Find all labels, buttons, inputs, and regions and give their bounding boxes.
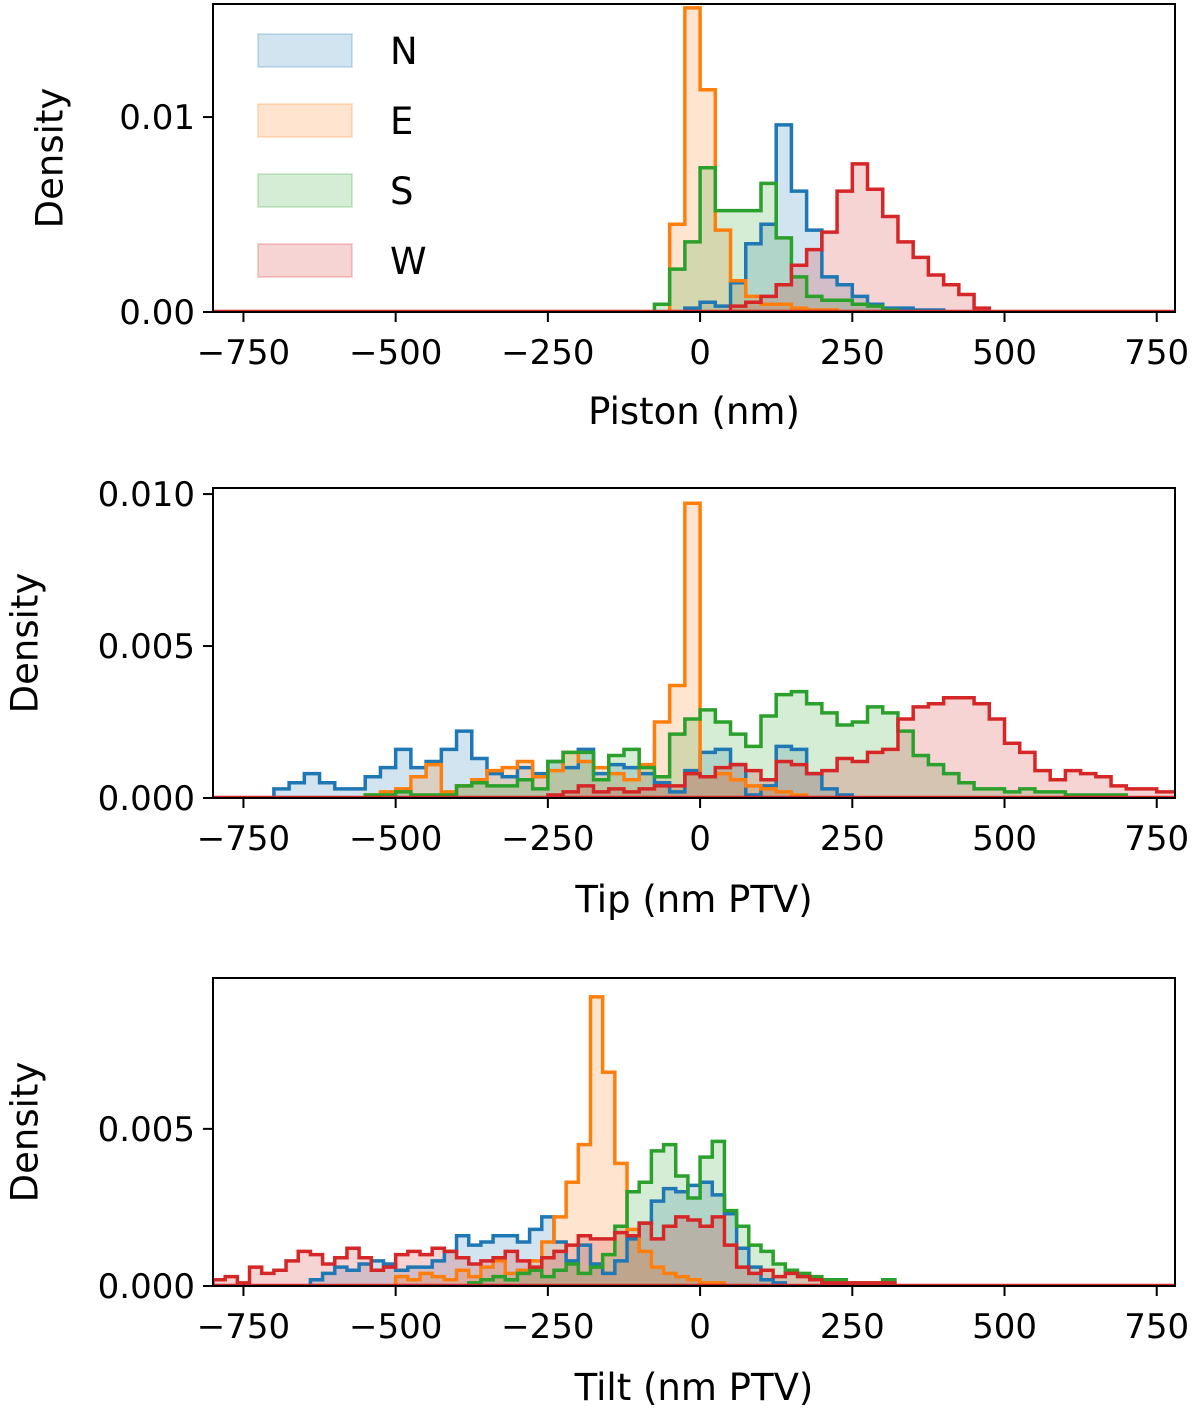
legend-swatch-E <box>257 103 353 138</box>
x-tick-label: 500 <box>972 819 1037 859</box>
x-tick-label: 500 <box>972 333 1037 373</box>
hist-fill-E <box>395 996 725 1286</box>
y-tick-label: 0.01 <box>119 98 195 138</box>
hist-outline-E <box>363 501 809 798</box>
x-tick-label: 500 <box>972 1307 1037 1347</box>
hist-fill-S <box>654 167 898 312</box>
y-tick-label: 0.005 <box>98 1110 195 1150</box>
subplot-2: −750 −500 −250 0 250 500 750 0.000 0.005 0.010 Tip… <box>4 475 1190 921</box>
hist-outline-S <box>652 165 900 312</box>
x-axis-label: Tilt (nm PTV) <box>574 1366 814 1409</box>
legend-label-E: E <box>390 100 413 143</box>
hist-outline-N <box>683 123 946 312</box>
x-tick-label: −750 <box>197 333 290 373</box>
x-tick-label: 250 <box>820 333 885 373</box>
hist-fill-W <box>547 697 1175 798</box>
hist-fill-N <box>310 1182 786 1286</box>
legend-swatch-N <box>257 33 353 68</box>
x-tick-label: 750 <box>1124 1307 1189 1347</box>
legend-swatch-S <box>257 173 353 208</box>
x-axis-label: Tip (nm PTV) <box>574 878 812 921</box>
axes-frame <box>212 977 1176 1287</box>
hist-outline-W <box>728 162 992 312</box>
y-axis-label: Density <box>4 1062 47 1203</box>
x-tick-label: 0 <box>689 1307 711 1347</box>
y-tick-label: 0.005 <box>98 627 195 667</box>
x-tick-label: 250 <box>820 819 885 859</box>
x-tick-label: −500 <box>349 1307 442 1347</box>
y-tick-label: 0.010 <box>98 475 195 515</box>
hist-fill-E <box>669 7 838 312</box>
hist-fill-N <box>684 124 944 312</box>
x-tick-label: 750 <box>1124 333 1189 373</box>
subplot-3: −750 −500 −250 0 250 500 750 0.000 0.005 Tilt (nm… <box>4 977 1189 1409</box>
x-tick-label: 750 <box>1124 819 1189 859</box>
legend-label-N: N <box>390 30 418 73</box>
x-tick-label: 0 <box>689 819 711 859</box>
hist-fill-W <box>730 163 990 312</box>
hist-outline-W <box>546 695 1175 798</box>
hist-outline-W <box>213 1215 897 1286</box>
y-axis-label: Density <box>4 573 47 714</box>
x-tick-label: 250 <box>820 1307 885 1347</box>
x-tick-label: −250 <box>501 333 594 373</box>
x-tick-label: −250 <box>501 819 594 859</box>
hist-fill-N <box>273 731 853 798</box>
hist-fill-E <box>365 503 807 798</box>
hist-outline-E <box>667 6 839 312</box>
plot-area <box>213 6 1175 312</box>
y-tick-label: 0.000 <box>98 1267 195 1307</box>
legend-label-S: S <box>390 170 414 213</box>
y-tick-label: 0.000 <box>98 779 195 819</box>
plot-area <box>213 501 1175 798</box>
plot-area <box>213 995 1175 1286</box>
x-tick-label: −750 <box>197 1307 290 1347</box>
axes-frame <box>212 487 1176 799</box>
hist-fill-S <box>468 1141 895 1286</box>
y-tick-label: 0.00 <box>119 293 195 333</box>
x-axis-label: Piston (nm) <box>588 390 800 433</box>
subplot-1: −750 −500 −250 0 250 500 750 0.00 0.01 Piston (nm… <box>29 3 1189 433</box>
legend-label-W: W <box>390 240 427 283</box>
x-tick-label: −750 <box>197 819 290 859</box>
hist-outline-S <box>363 689 1129 798</box>
axes-frame <box>212 3 1176 313</box>
hist-outline-E <box>393 995 727 1286</box>
x-tick-label: −500 <box>349 333 442 373</box>
x-tick-label: −500 <box>349 819 442 859</box>
x-tick-label: 0 <box>689 333 711 373</box>
y-axis-label: Density <box>29 88 72 229</box>
legend-swatch-W <box>257 243 353 278</box>
x-tick-label: −250 <box>501 1307 594 1347</box>
